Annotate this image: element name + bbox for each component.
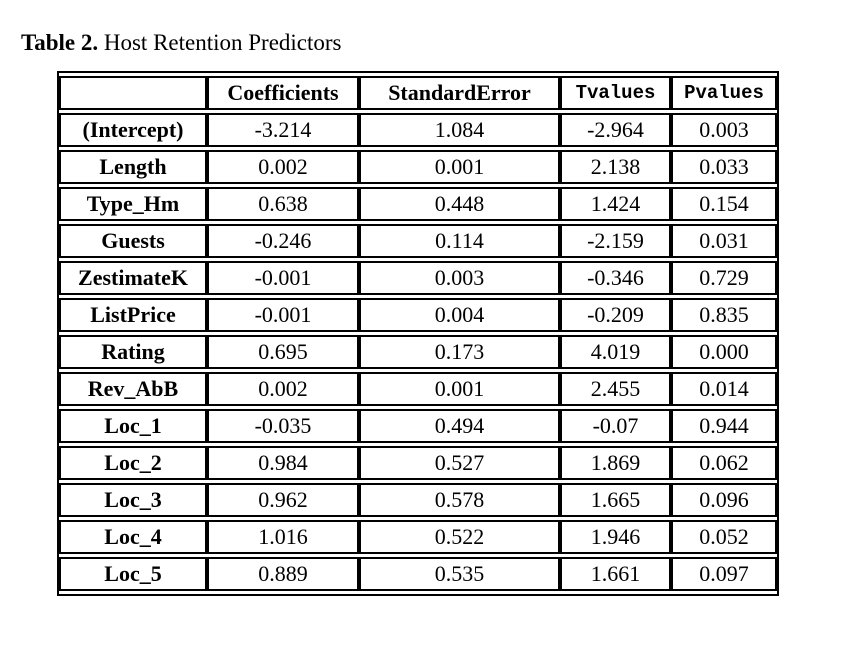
table-cell: 0.729	[671, 261, 777, 295]
table-cell: 1.661	[560, 557, 671, 591]
table-row: Guests -0.246 0.114 -2.159 0.031	[59, 224, 777, 258]
header-cell: Coefficients	[207, 76, 359, 110]
table-row: ListPrice -0.001 0.004 -0.209 0.835	[59, 298, 777, 332]
header-cell: Tvalues	[560, 76, 671, 110]
table-cell: 0.522	[359, 520, 560, 554]
table-row: Loc_3 0.962 0.578 1.665 0.096	[59, 483, 777, 517]
header-cell-empty	[59, 76, 207, 110]
row-label: Type_Hm	[59, 187, 207, 221]
table-cell: 0.001	[359, 372, 560, 406]
row-label: ZestimateK	[59, 261, 207, 295]
table-cell: 0.033	[671, 150, 777, 184]
table-cell: 1.084	[359, 113, 560, 147]
row-label: Loc_5	[59, 557, 207, 591]
table-row: Loc_5 0.889 0.535 1.661 0.097	[59, 557, 777, 591]
header-cell: StandardError	[359, 76, 560, 110]
table-cell: 0.002	[207, 372, 359, 406]
table-cell: -2.159	[560, 224, 671, 258]
table-cell: 0.494	[359, 409, 560, 443]
row-label: Loc_2	[59, 446, 207, 480]
table-cell: 0.448	[359, 187, 560, 221]
table-cell: 1.869	[560, 446, 671, 480]
table-cell: 0.097	[671, 557, 777, 591]
table-caption-text: Host Retention Predictors	[98, 30, 342, 55]
table-cell: 2.455	[560, 372, 671, 406]
row-label: (Intercept)	[59, 113, 207, 147]
table-cell: -2.964	[560, 113, 671, 147]
table-cell: 0.527	[359, 446, 560, 480]
table-cell: 0.002	[207, 150, 359, 184]
table-cell: 0.001	[359, 150, 560, 184]
row-label: Loc_4	[59, 520, 207, 554]
table-cell: 0.052	[671, 520, 777, 554]
row-label: Loc_3	[59, 483, 207, 517]
table-cell: 1.946	[560, 520, 671, 554]
table-row: Rating 0.695 0.173 4.019 0.000	[59, 335, 777, 369]
table-cell: 0.889	[207, 557, 359, 591]
table-cell: -0.001	[207, 298, 359, 332]
table-cell: 1.016	[207, 520, 359, 554]
table-cell: 1.665	[560, 483, 671, 517]
table-cell: 0.000	[671, 335, 777, 369]
table-row: ZestimateK -0.001 0.003 -0.346 0.729	[59, 261, 777, 295]
table-cell: 0.962	[207, 483, 359, 517]
table-row: Loc_1 -0.035 0.494 -0.07 0.944	[59, 409, 777, 443]
table-cell: 0.031	[671, 224, 777, 258]
regression-table: Coefficients StandardError Tvalues Pvalues …	[57, 71, 779, 596]
table-cell: 0.003	[671, 113, 777, 147]
table-cell: 0.535	[359, 557, 560, 591]
table-cell: -0.209	[560, 298, 671, 332]
table-cell: 0.004	[359, 298, 560, 332]
table-cell: -0.035	[207, 409, 359, 443]
table-row: Rev_AbB 0.002 0.001 2.455 0.014	[59, 372, 777, 406]
header-cell: Pvalues	[671, 76, 777, 110]
table-cell: -0.001	[207, 261, 359, 295]
table-cell: 0.695	[207, 335, 359, 369]
row-label: Loc_1	[59, 409, 207, 443]
table-cell: 0.014	[671, 372, 777, 406]
table-cell: 0.114	[359, 224, 560, 258]
table-cell: 0.154	[671, 187, 777, 221]
table-caption-number: Table 2.	[21, 30, 99, 55]
table-cell: 0.003	[359, 261, 560, 295]
table-cell: 0.062	[671, 446, 777, 480]
table-cell: 4.019	[560, 335, 671, 369]
table-cell: 0.835	[671, 298, 777, 332]
table-header-row: Coefficients StandardError Tvalues Pvalues	[59, 76, 777, 110]
table-cell: 1.424	[560, 187, 671, 221]
table-row: (Intercept) -3.214 1.084 -2.964 0.003	[59, 113, 777, 147]
table-cell: 2.138	[560, 150, 671, 184]
page: { "page": { "background_color": "#ffffff…	[0, 30, 859, 669]
table-cell: -0.07	[560, 409, 671, 443]
table-cell: 0.173	[359, 335, 560, 369]
table-row: Loc_2 0.984 0.527 1.869 0.062	[59, 446, 777, 480]
table-cell: -3.214	[207, 113, 359, 147]
table-row: Length 0.002 0.001 2.138 0.033	[59, 150, 777, 184]
table-cell: 0.638	[207, 187, 359, 221]
row-label: ListPrice	[59, 298, 207, 332]
table-cell: 0.984	[207, 446, 359, 480]
table-body: (Intercept) -3.214 1.084 -2.964 0.003 Length 0…	[59, 113, 777, 591]
table-cell: 0.096	[671, 483, 777, 517]
row-label: Length	[59, 150, 207, 184]
table-cell: 0.944	[671, 409, 777, 443]
table-cell: -0.346	[560, 261, 671, 295]
row-label: Rev_AbB	[59, 372, 207, 406]
row-label: Guests	[59, 224, 207, 258]
table-caption: Table 2. Host Retention Predictors	[21, 30, 859, 56]
table-row: Loc_4 1.016 0.522 1.946 0.052	[59, 520, 777, 554]
table-row: Type_Hm 0.638 0.448 1.424 0.154	[59, 187, 777, 221]
table-cell: 0.578	[359, 483, 560, 517]
row-label: Rating	[59, 335, 207, 369]
table-cell: -0.246	[207, 224, 359, 258]
